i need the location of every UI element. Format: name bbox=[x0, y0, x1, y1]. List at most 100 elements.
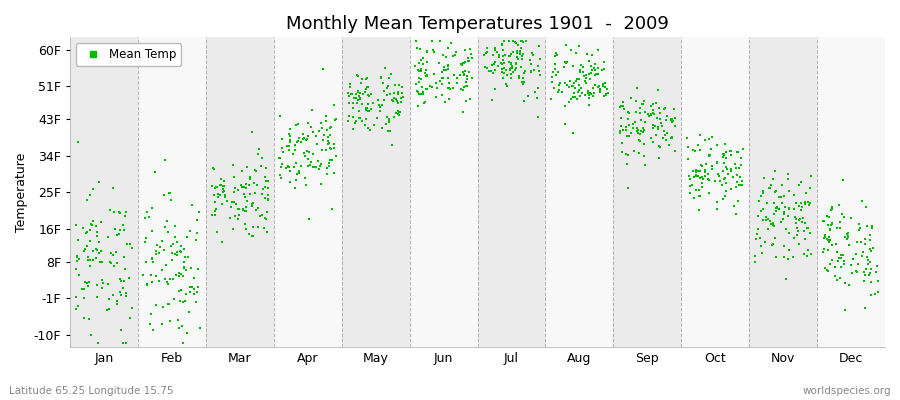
Point bbox=[418, 67, 433, 74]
Point bbox=[495, 42, 509, 49]
Point bbox=[658, 105, 672, 112]
Point bbox=[659, 117, 673, 123]
Point bbox=[508, 67, 523, 73]
Point bbox=[435, 75, 449, 81]
Point bbox=[370, 115, 384, 122]
Point bbox=[84, 238, 98, 244]
Point bbox=[320, 127, 334, 133]
Point bbox=[293, 139, 308, 145]
Point bbox=[718, 174, 733, 181]
Point bbox=[457, 84, 472, 90]
Point bbox=[376, 97, 391, 103]
Point bbox=[442, 80, 456, 86]
Point bbox=[495, 60, 509, 67]
Point bbox=[530, 114, 544, 120]
Point bbox=[187, 286, 202, 292]
Point bbox=[146, 326, 160, 333]
Point bbox=[768, 235, 782, 242]
Point bbox=[260, 192, 274, 198]
Point bbox=[526, 51, 540, 58]
Point bbox=[667, 106, 681, 112]
Point bbox=[821, 247, 835, 253]
Point bbox=[748, 253, 762, 260]
Point bbox=[418, 98, 433, 105]
Point bbox=[81, 279, 95, 285]
Point bbox=[207, 166, 221, 172]
Point bbox=[544, 96, 558, 103]
Point bbox=[616, 126, 630, 133]
Point bbox=[695, 184, 709, 190]
Point bbox=[482, 68, 496, 74]
Point bbox=[158, 157, 173, 164]
Point bbox=[215, 189, 230, 196]
Point bbox=[696, 176, 710, 182]
Point bbox=[106, 292, 121, 298]
Point bbox=[191, 284, 205, 290]
Point bbox=[753, 207, 768, 214]
Point bbox=[274, 136, 289, 142]
Point bbox=[342, 92, 356, 99]
Point bbox=[687, 174, 701, 180]
Point bbox=[94, 248, 109, 255]
Point bbox=[581, 95, 596, 101]
Point bbox=[283, 132, 297, 139]
Point bbox=[781, 171, 796, 177]
Point bbox=[585, 66, 599, 73]
Point bbox=[169, 252, 184, 258]
Point bbox=[328, 116, 343, 122]
Point bbox=[488, 45, 502, 51]
Point bbox=[458, 59, 473, 65]
Point bbox=[645, 101, 660, 107]
Point bbox=[621, 152, 635, 159]
Point bbox=[562, 98, 577, 105]
Point bbox=[501, 59, 516, 66]
Point bbox=[79, 242, 94, 249]
Point bbox=[100, 307, 114, 314]
Point bbox=[778, 226, 793, 232]
Point bbox=[549, 50, 563, 56]
Point bbox=[211, 194, 225, 200]
Point bbox=[238, 180, 253, 187]
Point bbox=[553, 80, 567, 86]
Point bbox=[178, 298, 193, 304]
Point bbox=[620, 160, 634, 167]
Point bbox=[121, 241, 135, 247]
Point bbox=[381, 82, 395, 89]
Point bbox=[110, 260, 124, 266]
Point bbox=[851, 261, 866, 268]
Point bbox=[497, 60, 511, 66]
Point bbox=[817, 265, 832, 272]
Point bbox=[392, 108, 406, 115]
Point bbox=[151, 250, 166, 256]
Point bbox=[821, 268, 835, 274]
Point bbox=[320, 147, 334, 154]
Point bbox=[562, 84, 576, 91]
Point bbox=[380, 92, 394, 98]
Point bbox=[792, 241, 806, 247]
Point bbox=[488, 86, 502, 92]
Point bbox=[767, 222, 781, 229]
Point bbox=[184, 265, 198, 272]
Point bbox=[862, 272, 877, 279]
Point bbox=[155, 320, 169, 327]
Point bbox=[410, 67, 425, 74]
Point bbox=[832, 274, 847, 281]
Point bbox=[496, 53, 510, 59]
Point bbox=[208, 208, 222, 214]
Point bbox=[687, 194, 701, 201]
Point bbox=[832, 202, 847, 208]
Point bbox=[113, 277, 128, 284]
Point bbox=[857, 278, 871, 284]
Point bbox=[504, 60, 518, 67]
Point bbox=[139, 258, 153, 265]
Point bbox=[508, 40, 523, 46]
Point bbox=[165, 257, 179, 263]
Point bbox=[494, 60, 508, 66]
Point bbox=[665, 118, 680, 125]
Point bbox=[464, 96, 478, 102]
Point bbox=[718, 188, 733, 194]
Point bbox=[615, 122, 629, 129]
Point bbox=[85, 221, 99, 228]
Point bbox=[410, 103, 425, 109]
Point bbox=[774, 194, 788, 200]
